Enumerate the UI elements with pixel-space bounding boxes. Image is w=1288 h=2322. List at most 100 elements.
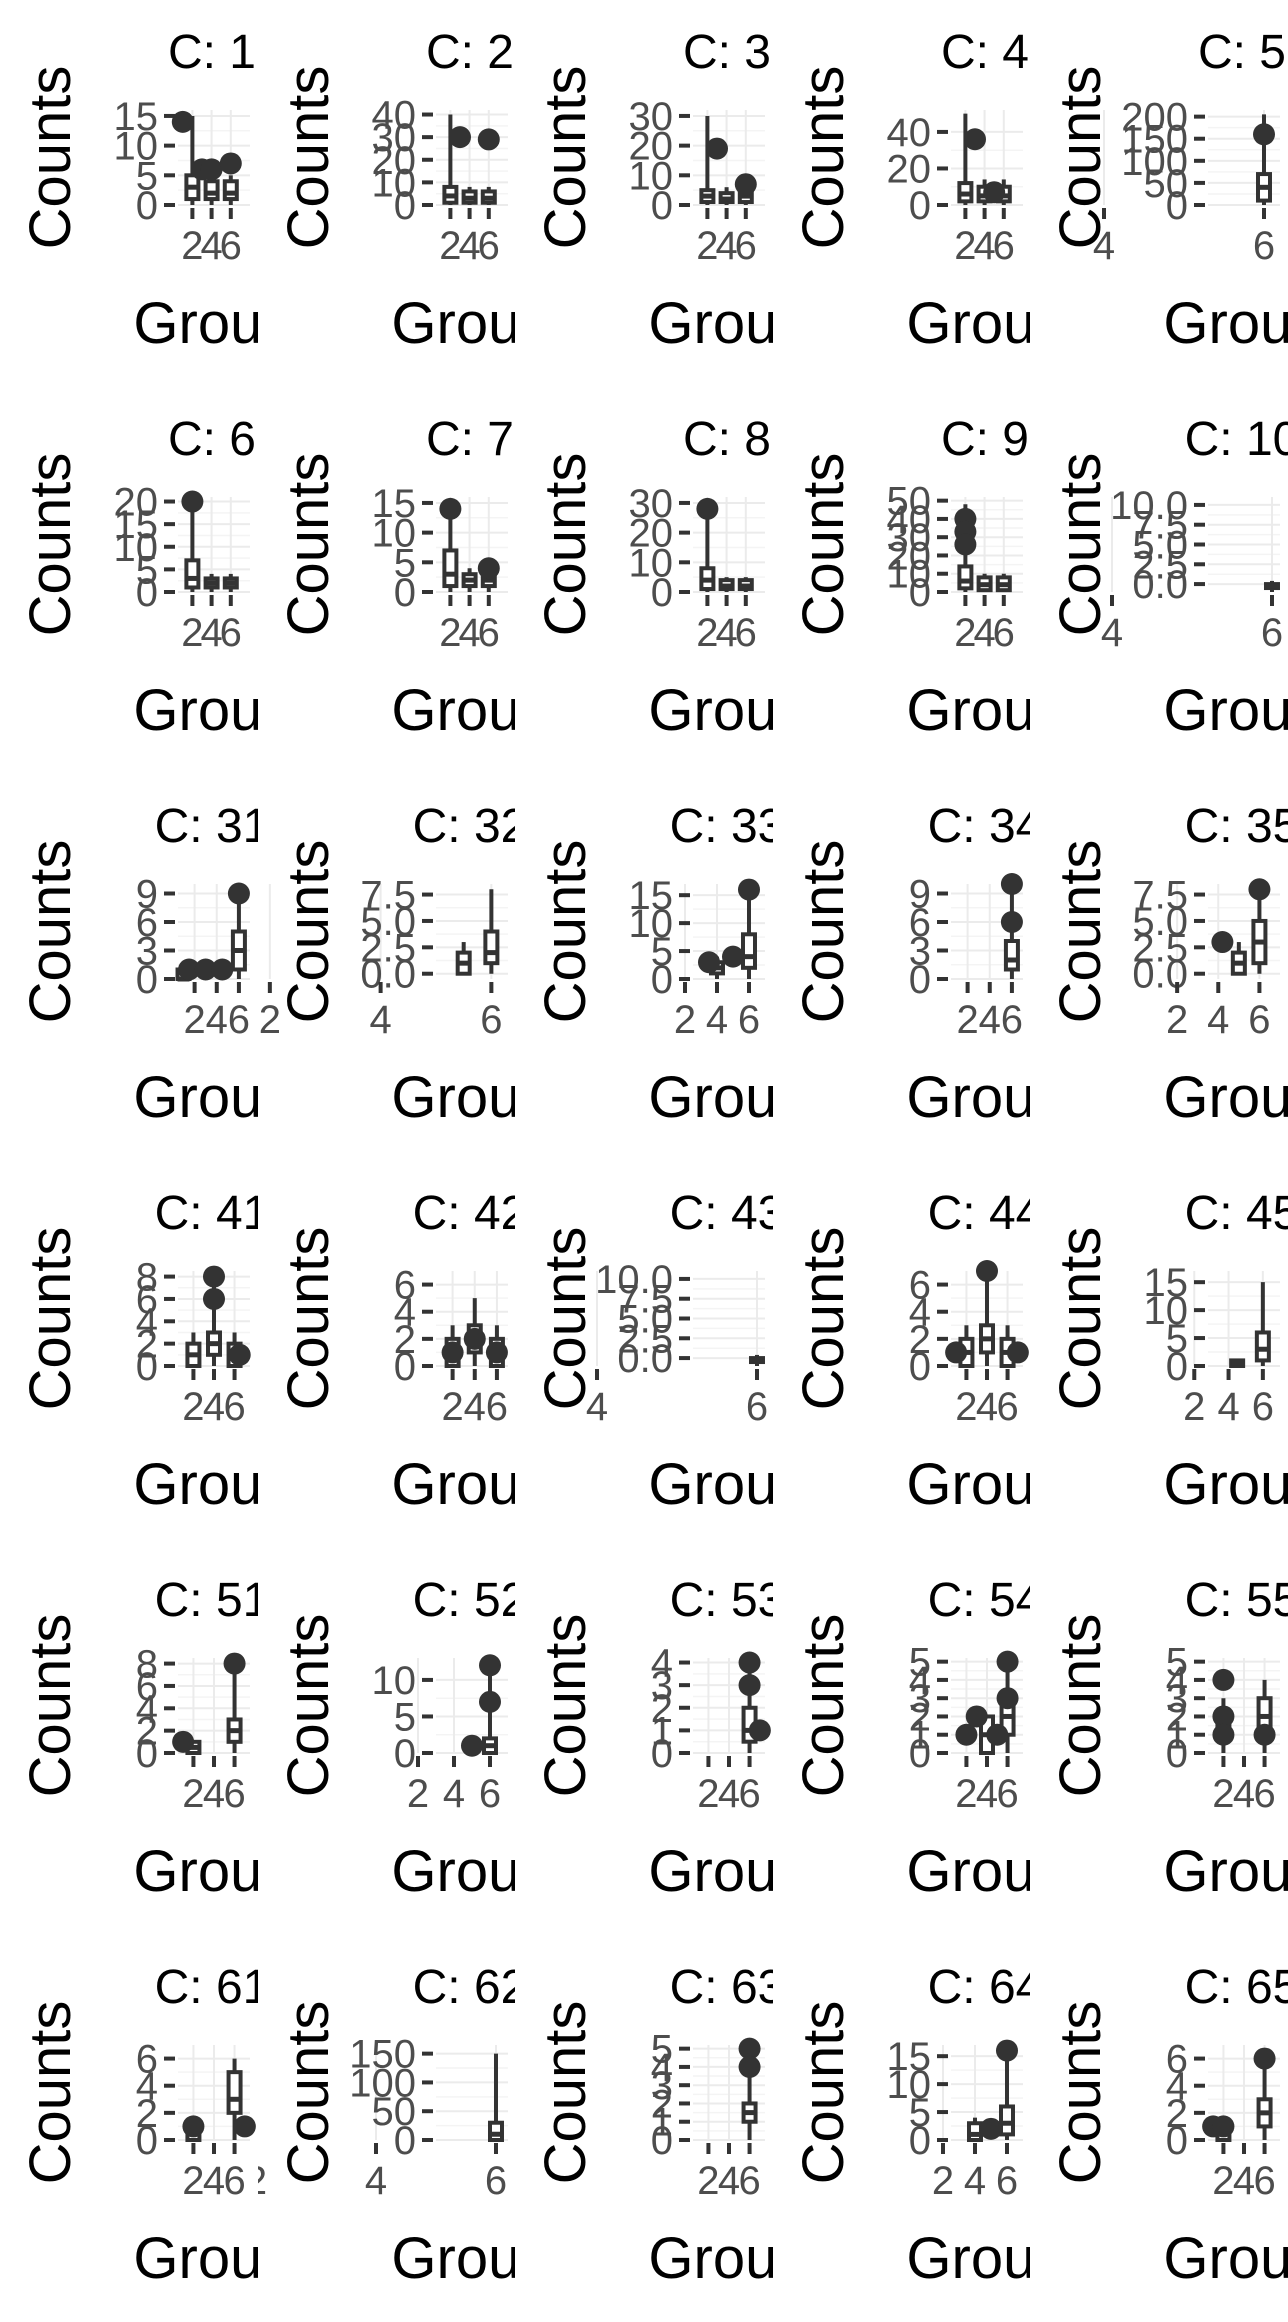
y-tick-label: 20: [886, 534, 930, 578]
x-tick-label: 4: [716, 611, 738, 655]
y-tick-label: 10: [371, 512, 415, 556]
data-point: [463, 1327, 486, 1350]
y-tick-label: 30: [371, 116, 415, 160]
y-axis-label: Counts: [277, 840, 341, 1024]
panel-title: C: 65: [1185, 1961, 1288, 2014]
box-group-6: [998, 2056, 1015, 2140]
data-point: [485, 1341, 508, 1364]
y-tick-label: 10.0: [595, 1258, 673, 1302]
data-point: [478, 1654, 501, 1677]
y-tick-label: 4: [136, 1300, 158, 1344]
box-group-4: [203, 573, 220, 592]
y-tick-label: 4: [651, 2046, 673, 2090]
box-group-2: [699, 115, 716, 205]
panel-title: C: 62: [412, 1961, 515, 2014]
data-point: [738, 1651, 761, 1674]
x-axis-label: Group: [906, 679, 1030, 743]
box-group-6: [487, 2053, 504, 2142]
panel-title: C: 41: [155, 1187, 258, 1240]
x-tick-label: 6: [223, 1385, 245, 1429]
panel-title: C: 31: [155, 800, 258, 853]
data-point: [734, 173, 757, 196]
y-tick-label: 1: [909, 1714, 931, 1758]
data-point: [698, 951, 721, 974]
box-group-2: [957, 113, 974, 205]
box-group-6: [995, 573, 1012, 593]
data-point: [955, 1723, 978, 1746]
y-tick-label: 100: [1122, 140, 1189, 184]
data-point: [181, 490, 204, 513]
x-tick-label: 6: [477, 611, 499, 655]
box-group-6: [226, 1663, 243, 1753]
x-tick-label: 6: [477, 224, 499, 268]
y-tick-label: 0: [393, 571, 415, 615]
y-tick-label: 10: [629, 154, 673, 198]
x-axis-label: Group: [649, 1066, 773, 1130]
x-tick-label: 2: [258, 2159, 267, 2203]
y-tick-label: 10: [886, 553, 930, 597]
box-body: [741, 932, 758, 970]
box-group-4: [461, 186, 478, 205]
y-tick-label: 0.0: [360, 953, 416, 997]
x-axis-label: Group: [906, 1066, 1030, 1130]
y-tick-label: 0: [136, 958, 158, 1002]
x-tick-label: 4: [442, 1772, 464, 1816]
y-tick-label: 0: [909, 571, 931, 615]
data-point: [478, 1690, 501, 1713]
y-tick-label: 0: [651, 958, 673, 1002]
x-axis-label: Group: [1164, 679, 1288, 743]
x-axis-label: Group: [649, 679, 773, 743]
panel-title: C: 6: [168, 413, 256, 466]
data-point: [1253, 2047, 1276, 2070]
y-tick-label: 2.5: [618, 1317, 674, 1361]
x-axis-label: Group: [391, 1840, 515, 1904]
y-tick-label: 6: [393, 1264, 415, 1308]
data-point: [1253, 123, 1276, 146]
y-tick-label: 2: [651, 2082, 673, 2126]
y-tick-label: 0: [136, 184, 158, 228]
x-tick-label: 4: [364, 2159, 386, 2203]
y-axis-label: Counts: [277, 1614, 341, 1798]
y-tick-label: 0: [909, 184, 931, 228]
x-tick-label: 4: [200, 611, 222, 655]
x-axis-label: Group: [391, 679, 515, 743]
y-tick-label: 0: [651, 1732, 673, 1776]
x-tick-label: 4: [586, 1385, 608, 1429]
y-tick-label: 2: [136, 1710, 158, 1754]
x-tick-label: 6: [1261, 611, 1283, 655]
box-group-4: [978, 1271, 995, 1366]
data-point: [986, 1723, 1009, 1746]
x-tick-label: 4: [206, 998, 228, 1042]
box-group-6: [222, 175, 239, 205]
panel-title: C: 1: [168, 26, 256, 79]
x-tick-label: 4: [976, 1772, 998, 1816]
box-group-5.5: [455, 942, 472, 976]
box-group-4.5: [1229, 1358, 1246, 1368]
y-tick-label: 3: [909, 930, 931, 974]
x-tick-label: 4: [369, 998, 391, 1042]
y-axis-label: Counts: [792, 66, 856, 250]
box-group-6: [1255, 1282, 1272, 1366]
x-axis-label: Group: [1164, 2227, 1288, 2291]
data-point: [182, 2115, 205, 2138]
x-tick-label: 4: [1093, 224, 1115, 268]
y-tick-label: 3: [136, 930, 158, 974]
panel-title: C: 5: [1198, 26, 1286, 79]
y-tick-label: 10: [1144, 1289, 1188, 1333]
y-tick-label: 5.0: [1133, 900, 1189, 944]
x-axis-label: Group: [1164, 1066, 1288, 1130]
y-axis-label: Counts: [277, 453, 341, 637]
data-point: [963, 128, 986, 151]
y-tick-label: 30: [629, 482, 673, 526]
x-tick-label: 6: [1001, 998, 1023, 1042]
data-point: [448, 126, 471, 149]
data-point: [996, 1650, 1019, 1673]
box-group-6: [741, 889, 758, 979]
x-tick-label: 2: [674, 998, 696, 1042]
